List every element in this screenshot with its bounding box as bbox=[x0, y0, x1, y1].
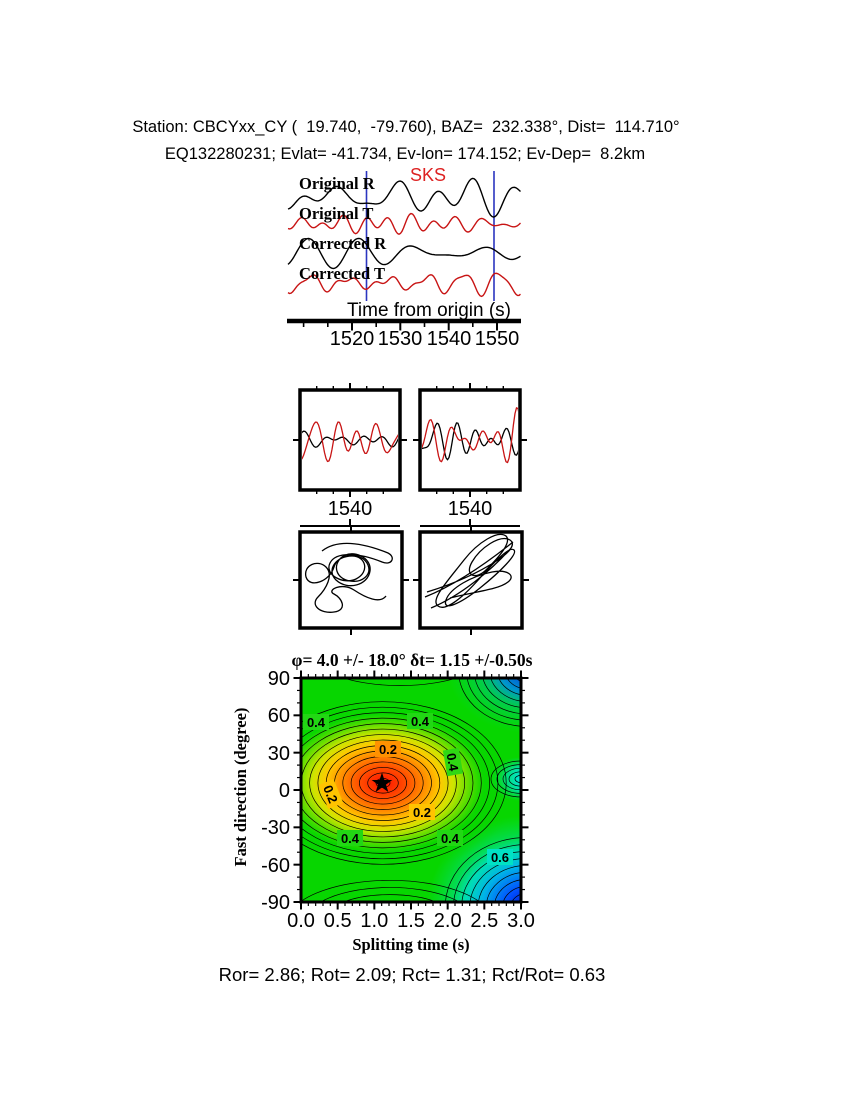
svg-text:0.6: 0.6 bbox=[491, 850, 509, 865]
summary-statistics: Ror= 2.86; Rot= 2.09; Rct= 1.31; Rct/Rot… bbox=[219, 964, 606, 985]
contour-label: 0.4 bbox=[303, 714, 329, 730]
svg-text:0.4: 0.4 bbox=[307, 715, 326, 730]
window-box-right bbox=[418, 388, 522, 492]
y-tick-label: 90 bbox=[268, 668, 290, 690]
x-tick-label: 2.5 bbox=[470, 910, 498, 932]
contour-lines bbox=[301, 678, 521, 902]
contour-label: 0.4 bbox=[337, 830, 363, 846]
trace-label-corrected-t: Corrected T bbox=[299, 264, 385, 283]
particle-motion-panels bbox=[293, 525, 529, 635]
svg-text:0.2: 0.2 bbox=[320, 783, 341, 805]
contour-label: 0.2 bbox=[409, 804, 435, 820]
time-tick-label: 1530 bbox=[378, 328, 423, 350]
seismogram-panel: Original R Original T Corrected R Correc… bbox=[287, 165, 521, 301]
best-fit-star-icon: ★ bbox=[370, 768, 394, 798]
window-box-left bbox=[298, 388, 402, 492]
window-seismogram-panels: 1540 1540 bbox=[293, 383, 527, 527]
time-axis-ticks bbox=[302, 321, 498, 331]
time-tick-label: 1550 bbox=[475, 328, 520, 350]
particle-motion-curve-corrected bbox=[424, 533, 516, 609]
contour-label: 0.2 bbox=[375, 741, 401, 757]
contour-label: 0.2 bbox=[318, 778, 344, 810]
phase-label-sks: SKS bbox=[410, 165, 446, 185]
svg-text:0.4: 0.4 bbox=[441, 831, 460, 846]
y-tick-label: -90 bbox=[261, 892, 290, 914]
y-tick-label: -60 bbox=[261, 855, 290, 877]
x-tick-label: 1.5 bbox=[397, 910, 425, 932]
svg-text:0.2: 0.2 bbox=[379, 742, 397, 757]
y-tick-label: 0 bbox=[279, 780, 290, 802]
x-tick-label: 1.0 bbox=[360, 910, 388, 932]
window-box-ticks bbox=[293, 383, 527, 497]
contour-label: 0.4 bbox=[437, 830, 463, 846]
contour-level-labels: 0.4 0.4 0.2 0.4 0.2 0.2 0.4 0.4 0.6 bbox=[303, 713, 513, 865]
contour-axis-ticks bbox=[293, 670, 529, 910]
x-tick-label: 3.0 bbox=[507, 910, 535, 932]
trace-label-corrected-r: Corrected R bbox=[299, 234, 387, 253]
svg-text:0.4: 0.4 bbox=[341, 831, 360, 846]
particle-motion-ticks bbox=[293, 525, 529, 635]
particle-motion-curve-original bbox=[305, 542, 393, 613]
window-waveforms bbox=[302, 407, 518, 464]
error-surface-panel: φ= 4.0 +/- 18.0° δt= 1.15 +/-0.50s Fast … bbox=[231, 650, 535, 954]
y-tick-label: 60 bbox=[268, 705, 290, 727]
header-event-line: EQ132280231; Evlat= -41.734, Ev-lon= 174… bbox=[165, 145, 645, 163]
svg-text:0.4: 0.4 bbox=[411, 714, 430, 729]
window-tick-label: 1540 bbox=[328, 498, 373, 520]
x-tick-label: 0.0 bbox=[287, 910, 315, 932]
time-axis-title: Time from origin (s) bbox=[347, 300, 511, 321]
y-tick-label: 30 bbox=[268, 743, 290, 765]
seismogram-traces bbox=[287, 177, 521, 298]
svg-text:0.4: 0.4 bbox=[444, 752, 462, 773]
x-tick-label: 0.5 bbox=[324, 910, 352, 932]
header-station-line: Station: CBCYxx_CY ( 19.740, -79.760), B… bbox=[132, 118, 679, 136]
time-tick-label: 1520 bbox=[330, 328, 375, 350]
contour-ylabel: Fast direction (degree) bbox=[231, 708, 250, 867]
time-tick-label: 1540 bbox=[427, 328, 472, 350]
contour-title: φ= 4.0 +/- 18.0° δt= 1.15 +/-0.50s bbox=[292, 650, 533, 670]
x-tick-label: 2.0 bbox=[434, 910, 462, 932]
contour-xlabel: Splitting time (s) bbox=[352, 935, 469, 954]
trace-label-original-t: Original T bbox=[299, 204, 373, 223]
contour-label: 0.4 bbox=[442, 747, 464, 777]
y-tick-label: -30 bbox=[261, 817, 290, 839]
contour-label: 0.6 bbox=[487, 849, 513, 865]
time-axis: Time from origin (s) 1520 1530 1540 1550 bbox=[287, 300, 521, 350]
contour-label: 0.4 bbox=[407, 713, 433, 729]
window-tick-label: 1540 bbox=[448, 498, 493, 520]
trace-label-original-r: Original R bbox=[299, 174, 376, 193]
svg-text:0.2: 0.2 bbox=[413, 805, 431, 820]
